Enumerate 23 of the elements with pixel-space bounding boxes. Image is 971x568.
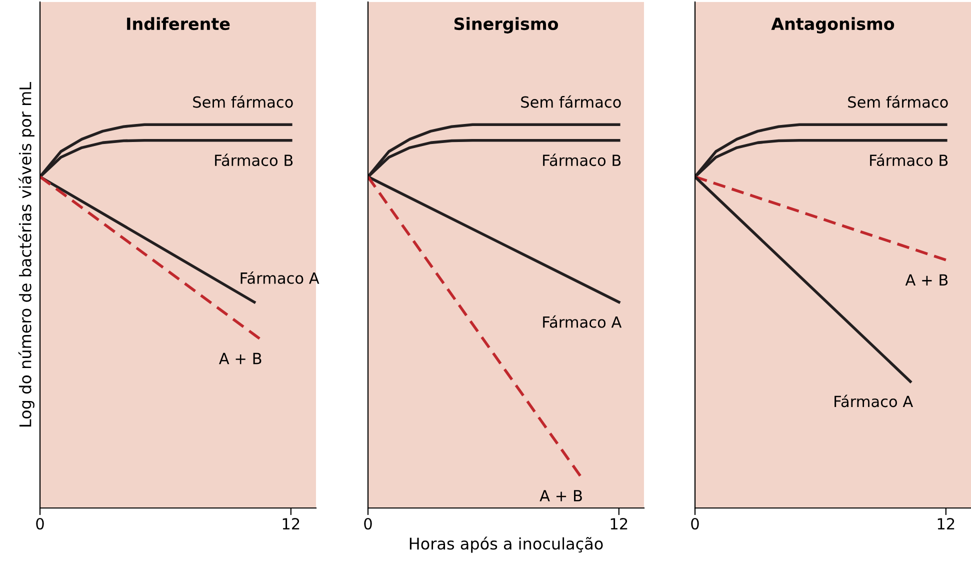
x-tick-label: 12 (610, 518, 628, 530)
series-label: Sem fármaco (848, 95, 948, 108)
x-tick-label: 12 (282, 518, 300, 530)
x-tick-label: 12 (938, 518, 954, 530)
chart-title: Indiferente (127, 17, 230, 30)
x-tick-label: 0 (36, 518, 44, 530)
series-label: A + B (905, 274, 948, 286)
x-tick-label: 0 (364, 518, 372, 530)
series-label: A + B (218, 352, 262, 364)
series-label: Fármaco A (240, 271, 320, 284)
y-axis-title: Log do número de bactérias viáveis por mL (18, 82, 34, 426)
series-label: A + B (540, 490, 582, 502)
chart-title: Sinergismo (454, 17, 558, 34)
series-label: Fármaco A (543, 315, 622, 328)
series-label: Sem fármaco (193, 95, 293, 108)
series-label: Fármaco B (870, 154, 948, 166)
series-label: Fármaco B (543, 154, 621, 166)
series-label: Fármaco A (834, 394, 914, 408)
series-label: Sem fármaco (521, 95, 621, 108)
series-label: Fármaco B (215, 154, 293, 166)
x-tick-label: 0 (691, 518, 699, 530)
x-axis-title: Horas após a inoculação (410, 536, 603, 553)
chart-title: Antagonismo (771, 17, 894, 34)
